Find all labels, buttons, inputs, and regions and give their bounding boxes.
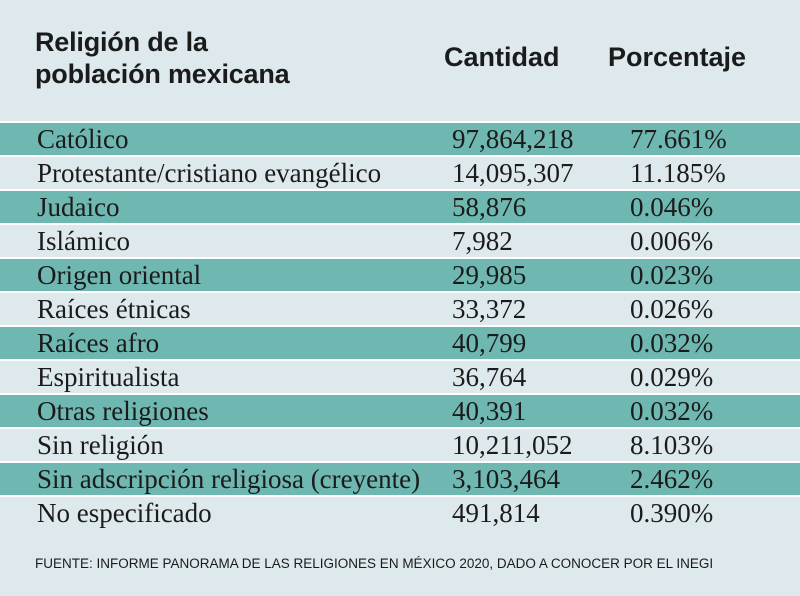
- table-row: Espiritualista 36,764 0.029%: [0, 359, 800, 393]
- cantidad-cell: 36,764: [452, 362, 527, 392]
- cantidad-cell: 97,864,218: [452, 124, 574, 154]
- porcentaje-cell: 0.023%: [630, 260, 714, 290]
- column-header-cantidad: Cantidad: [444, 42, 560, 72]
- table-row: Judaico 58,876 0.046%: [0, 189, 800, 223]
- table-row: Islámico 7,982 0.006%: [0, 223, 800, 257]
- row-label: Católico: [37, 124, 129, 154]
- row-label: Espiritualista: [37, 362, 180, 392]
- table-row: No especificado 491,814 0.390%: [0, 495, 800, 529]
- cantidad-cell: 40,799: [452, 328, 527, 358]
- table-row: Sin adscripción religiosa (creyente) 3,1…: [0, 461, 800, 495]
- porcentaje-cell: 11.185%: [630, 158, 726, 188]
- row-label: Origen oriental: [37, 260, 202, 290]
- table-row: Otras religiones 40,391 0.032%: [0, 393, 800, 427]
- row-label: Protestante/cristiano evangélico: [37, 158, 382, 188]
- row-label: No especificado: [37, 498, 212, 528]
- porcentaje-cell: 2.462%: [630, 464, 714, 494]
- cantidad-cell: 491,814: [452, 498, 540, 528]
- table-body: Católico 97,864,218 77.661% Protestante/…: [0, 121, 800, 529]
- row-label: Raíces afro: [37, 328, 160, 358]
- cantidad-cell: 7,982: [452, 226, 513, 256]
- cantidad-cell: 58,876: [452, 192, 527, 222]
- row-label: Judaico: [37, 192, 120, 222]
- porcentaje-cell: 0.026%: [630, 294, 714, 324]
- cantidad-cell: 33,372: [452, 294, 527, 324]
- table-row: Católico 97,864,218 77.661%: [0, 121, 800, 155]
- porcentaje-cell: 8.103%: [630, 430, 714, 460]
- table-row: Protestante/cristiano evangélico 14,095,…: [0, 155, 800, 189]
- row-label: Otras religiones: [37, 396, 209, 426]
- table-row: Raíces étnicas 33,372 0.026%: [0, 291, 800, 325]
- porcentaje-cell: 0.032%: [630, 328, 714, 358]
- table-row: Raíces afro 40,799 0.032%: [0, 325, 800, 359]
- source-note: FUENTE: INFORME PANORAMA DE LAS RELIGION…: [35, 556, 714, 571]
- porcentaje-cell: 0.032%: [630, 396, 714, 426]
- table-row: Sin religión 10,211,052 8.103%: [0, 427, 800, 461]
- table-row: Origen oriental 29,985 0.023%: [0, 257, 800, 291]
- cantidad-cell: 10,211,052: [452, 430, 573, 460]
- porcentaje-cell: 0.390%: [630, 498, 714, 528]
- row-label: Raíces étnicas: [37, 294, 191, 324]
- page-title: Religión de la población mexicana: [35, 27, 290, 89]
- porcentaje-cell: 0.006%: [630, 226, 714, 256]
- column-header-porcentaje: Porcentaje: [608, 42, 747, 72]
- row-label: Islámico: [37, 226, 130, 256]
- porcentaje-cell: 77.661%: [630, 124, 727, 154]
- cantidad-cell: 3,103,464: [452, 464, 560, 494]
- row-label: Sin religión: [37, 430, 164, 460]
- cantidad-cell: 29,985: [452, 260, 527, 290]
- porcentaje-cell: 0.046%: [630, 192, 714, 222]
- porcentaje-cell: 0.029%: [630, 362, 714, 392]
- row-label: Sin adscripción religiosa (creyente): [37, 464, 421, 494]
- cantidad-cell: 40,391: [452, 396, 527, 426]
- cantidad-cell: 14,095,307: [452, 158, 574, 188]
